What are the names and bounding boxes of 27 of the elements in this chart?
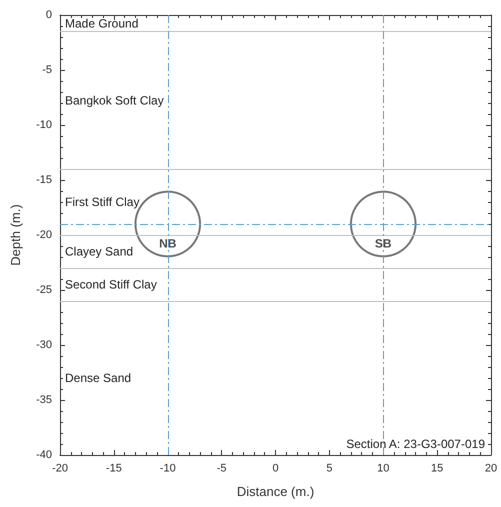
y-tick-label: -30 — [36, 339, 52, 351]
y-tick-label: -5 — [42, 64, 52, 76]
y-axis-title: Depth (m.) — [8, 204, 23, 266]
y-tick-label: -40 — [36, 449, 52, 461]
annotation: Made Ground — [65, 16, 138, 30]
annotation: Clayey Sand — [65, 244, 134, 258]
y-tick-label: -15 — [36, 174, 52, 186]
annotation: Second Stiff Clay — [65, 278, 157, 292]
y-tick-label: -25 — [36, 284, 52, 296]
annotation: Dense Sand — [65, 371, 132, 385]
y-tick-label: -20 — [36, 229, 52, 241]
x-tick-label: -10 — [160, 462, 176, 474]
y-tick-label: -35 — [36, 394, 52, 406]
x-tick-label: 0 — [272, 462, 279, 474]
x-tick-label: 15 — [431, 462, 444, 474]
y-tick-label: 0 — [46, 9, 52, 21]
y-tick-label: -10 — [36, 119, 52, 131]
annotation: First Stiff Clay — [65, 195, 140, 209]
x-tick-label: -15 — [106, 462, 122, 474]
annotation: Section A: 23-G3-007-019 — [346, 437, 486, 451]
x-tick-label: -20 — [52, 462, 68, 474]
x-tick-label: 10 — [377, 462, 390, 474]
annotation: Bangkok Soft Clay — [65, 93, 164, 108]
x-axis-title: Distance (m.) — [236, 484, 314, 499]
x-tick-label: 20 — [484, 462, 498, 474]
x-tick-label: -5 — [216, 462, 227, 474]
x-tick-label: 5 — [326, 462, 332, 474]
